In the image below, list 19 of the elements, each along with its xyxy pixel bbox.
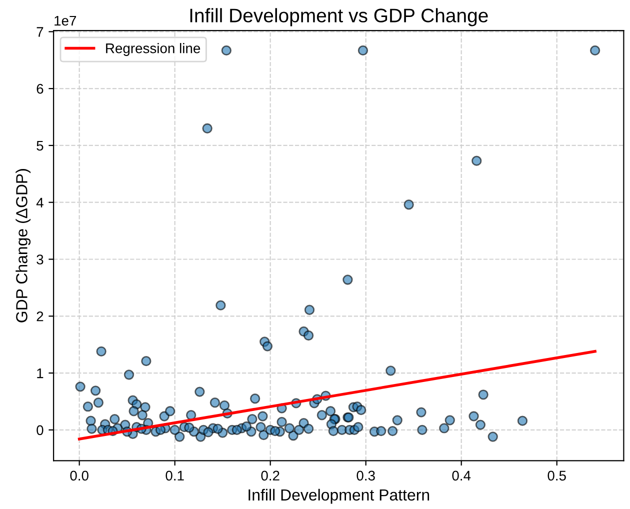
y-tick-label: 0	[36, 425, 44, 436]
x-tick-label: 0.0	[70, 470, 88, 481]
x-tick-label: 0.4	[452, 470, 471, 481]
legend-label: Regression line	[106, 43, 200, 56]
x-tick-label: 0.5	[548, 470, 566, 481]
y-tick-label: 1	[37, 368, 44, 378]
text: 1e7	[54, 16, 76, 26]
y-tick-label: 5	[36, 140, 44, 151]
y-tick-label: 2	[36, 311, 44, 322]
y-tick-label: 7	[36, 27, 44, 37]
x-tick-label: 0.3	[356, 470, 375, 481]
y-axis-title: GDP Change (ΔGDP)	[16, 169, 31, 322]
x-tick-label: 0.2	[261, 470, 280, 481]
y-tick-label: 3	[36, 254, 44, 264]
x-axis-title: Infill Development Pattern	[248, 488, 430, 504]
y-tick-label: 4	[36, 198, 44, 208]
x-tick-label: 0.1	[166, 470, 184, 481]
y-tick-label: 6	[36, 84, 44, 94]
chart-title: Infill Development vs GDP Change	[190, 8, 488, 26]
